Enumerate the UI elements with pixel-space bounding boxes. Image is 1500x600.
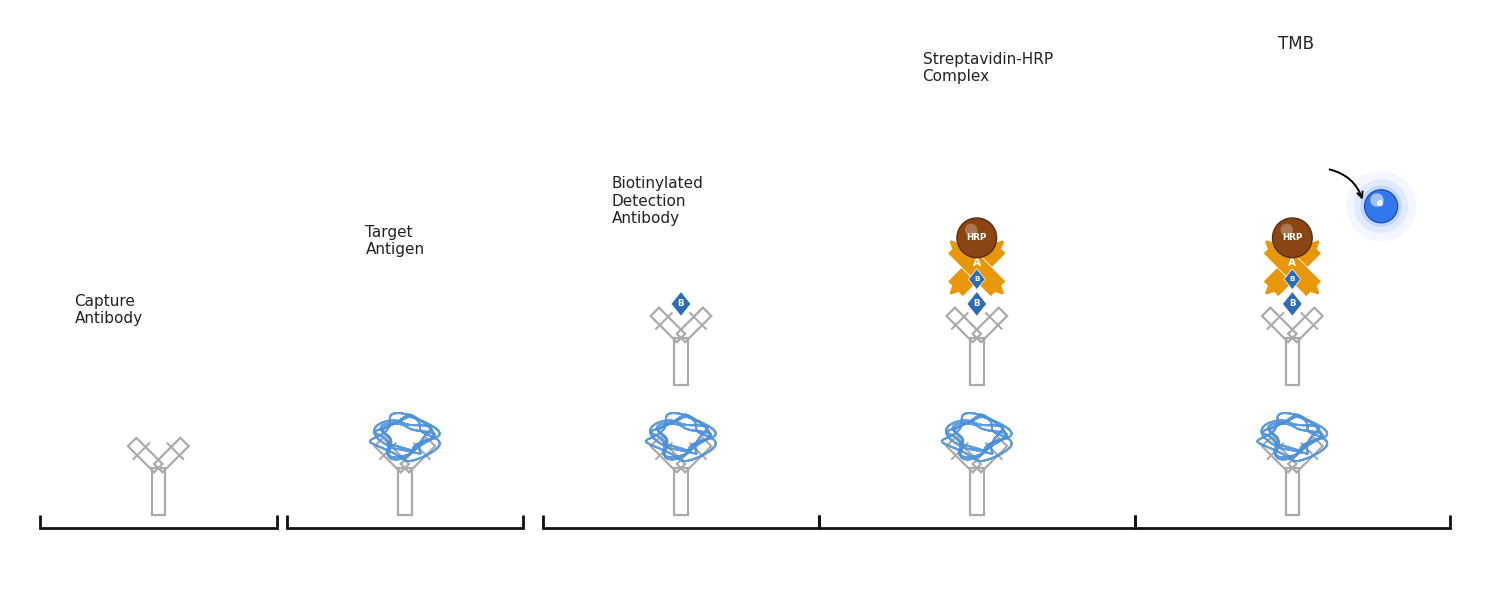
- Circle shape: [1365, 190, 1398, 223]
- Text: HRP: HRP: [1282, 233, 1302, 242]
- Circle shape: [964, 224, 978, 236]
- Polygon shape: [1282, 292, 1302, 316]
- Text: B: B: [678, 299, 684, 308]
- Polygon shape: [1263, 238, 1322, 296]
- Circle shape: [1354, 179, 1408, 233]
- Polygon shape: [1284, 269, 1300, 290]
- Text: Target
Antigen: Target Antigen: [366, 224, 424, 257]
- Circle shape: [1281, 224, 1293, 236]
- Text: A: A: [1288, 258, 1296, 268]
- Polygon shape: [670, 292, 692, 316]
- Text: TMB: TMB: [1278, 35, 1314, 53]
- Text: HRP: HRP: [966, 233, 987, 242]
- Text: B: B: [974, 276, 980, 282]
- Text: B: B: [1290, 276, 1294, 282]
- Text: A: A: [974, 258, 981, 268]
- Circle shape: [1272, 218, 1312, 257]
- Text: B: B: [974, 299, 980, 308]
- Polygon shape: [948, 238, 1006, 296]
- Circle shape: [1370, 193, 1383, 207]
- Polygon shape: [948, 238, 1006, 296]
- Polygon shape: [969, 269, 986, 290]
- Circle shape: [1346, 171, 1416, 241]
- Text: B: B: [1288, 299, 1296, 308]
- Text: Streptavidin-HRP
Complex: Streptavidin-HRP Complex: [922, 52, 1053, 85]
- Circle shape: [1360, 185, 1402, 227]
- Text: Capture
Antibody: Capture Antibody: [75, 293, 142, 326]
- Text: Biotinylated
Detection
Antibody: Biotinylated Detection Antibody: [612, 176, 704, 226]
- Circle shape: [957, 218, 996, 257]
- Polygon shape: [1263, 238, 1322, 296]
- Polygon shape: [968, 292, 987, 316]
- Circle shape: [1377, 200, 1383, 206]
